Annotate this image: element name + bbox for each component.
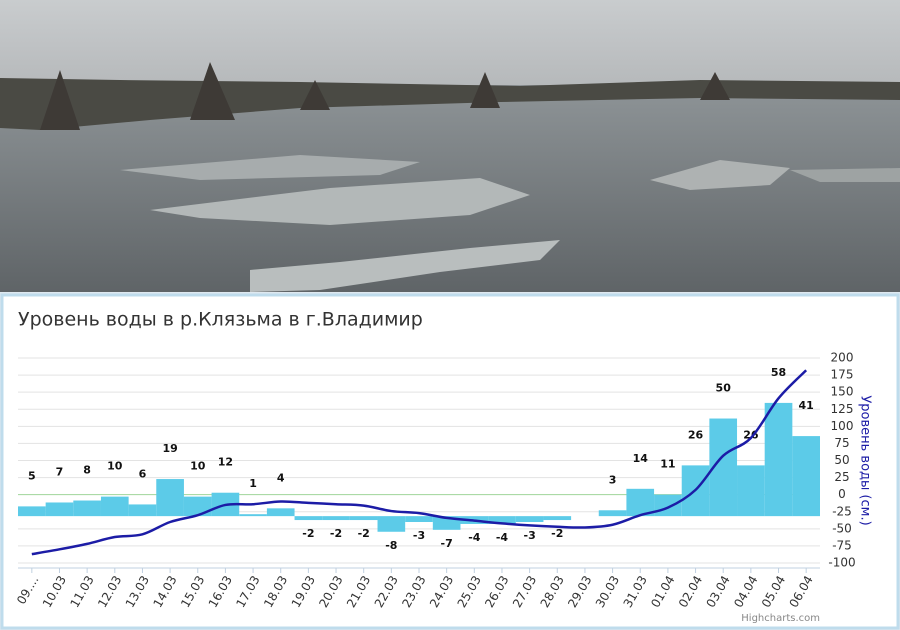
y2-tick-label: -100 — [828, 556, 855, 570]
credits[interactable]: Highcharts.com — [741, 613, 820, 624]
data-label: 26 — [688, 428, 704, 441]
y2-tick-label: 25 — [834, 470, 849, 484]
bar — [377, 516, 406, 532]
data-label: -3 — [524, 529, 536, 542]
data-label: 11 — [660, 458, 675, 471]
bar — [294, 516, 323, 521]
chart-title: Уровень воды в р.Клязьма в г.Владимир — [18, 309, 423, 331]
y2-tick-label: 100 — [831, 419, 854, 433]
data-label: 41 — [799, 399, 814, 412]
data-label: 58 — [771, 366, 786, 379]
y2-tick-label: -50 — [832, 521, 852, 535]
y2-tick-label: 125 — [831, 402, 854, 416]
data-label: -4 — [496, 531, 509, 544]
bar — [764, 402, 793, 517]
data-label: 10 — [107, 460, 123, 473]
data-label: -2 — [551, 527, 563, 540]
data-label: -8 — [385, 539, 397, 552]
data-label: 7 — [56, 465, 64, 478]
bar — [654, 494, 682, 517]
data-label: -2 — [358, 527, 370, 540]
bar — [156, 479, 184, 517]
bar — [543, 516, 572, 521]
bar — [183, 496, 212, 517]
y2-tick-label: -75 — [832, 538, 852, 552]
y2-tick-label: 200 — [831, 351, 854, 365]
photo — [0, 0, 900, 292]
bar — [488, 516, 516, 524]
bar — [792, 436, 820, 517]
bar — [128, 504, 157, 517]
data-label: 8 — [83, 464, 91, 477]
bar — [626, 488, 655, 517]
bar — [18, 506, 46, 517]
y2-tick-label: 0 — [838, 487, 846, 501]
data-label: 50 — [716, 382, 732, 395]
y2-tick-label: 50 — [834, 453, 849, 467]
bar — [405, 516, 433, 522]
bar — [266, 508, 295, 517]
data-label: 10 — [190, 460, 206, 473]
data-label: -7 — [441, 537, 453, 550]
data-label: 12 — [218, 456, 233, 469]
bar — [515, 516, 544, 522]
data-label: 14 — [633, 452, 649, 465]
chart-panel — [0, 293, 900, 630]
data-label: 4 — [277, 471, 285, 484]
data-label: 6 — [139, 467, 147, 480]
bar — [737, 465, 765, 517]
data-label: 3 — [609, 473, 617, 486]
data-label: 5 — [28, 469, 36, 482]
bar — [349, 516, 378, 521]
data-label: -3 — [413, 529, 425, 542]
line — [31, 369, 808, 556]
y2-tick-label: 150 — [831, 385, 854, 399]
data-label: -4 — [468, 531, 481, 544]
y2-tick-label: 175 — [831, 368, 854, 382]
bar — [100, 496, 129, 517]
y2-tick-label: 75 — [834, 436, 849, 450]
data-label: -2 — [302, 527, 314, 540]
data-label: -2 — [330, 527, 342, 540]
bar — [322, 516, 350, 521]
y2-tick-label: -25 — [832, 504, 852, 518]
y2-axis-title: Уровень воды (см.) — [858, 395, 873, 525]
bar — [239, 514, 267, 517]
data-label: 1 — [249, 477, 257, 490]
bar — [45, 502, 74, 517]
bar — [598, 510, 627, 517]
bar — [73, 500, 101, 517]
data-label: 19 — [162, 442, 177, 455]
